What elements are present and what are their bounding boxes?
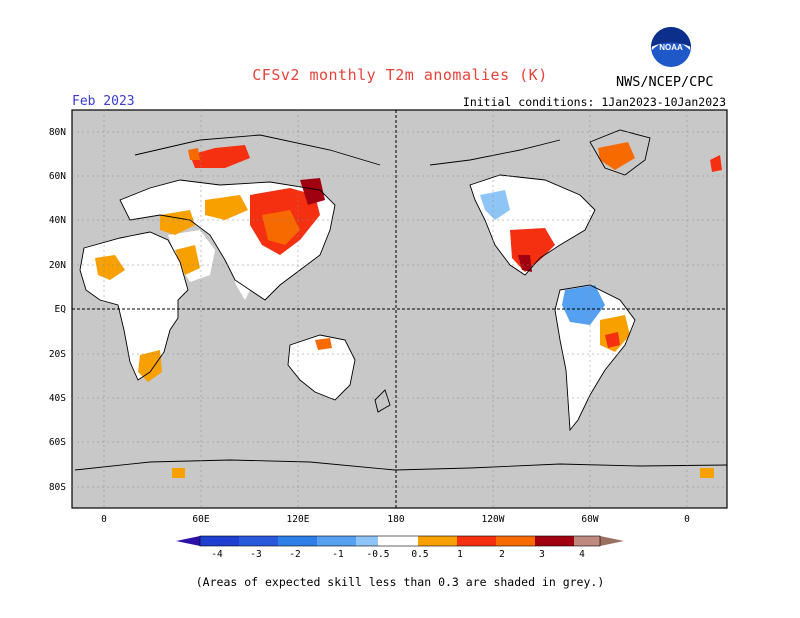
- colorbar-cell: [378, 536, 418, 546]
- noaa-logo-icon: NOAA: [651, 27, 691, 67]
- colorbar-label: -4: [211, 549, 223, 560]
- colorbar-cell: [496, 536, 535, 546]
- lon-label: 120W: [482, 514, 505, 525]
- graticule: [72, 110, 727, 508]
- latitude-labels: 80N 60N 40N 20N EQ 20S 40S 60S 80S: [49, 127, 66, 493]
- lon-label: 180: [387, 514, 404, 525]
- colorbar-label: -2: [289, 549, 300, 560]
- lon-label: 60E: [192, 514, 209, 525]
- agency-label: NWS/NCEP/CPC: [616, 74, 714, 90]
- colorbar-label: -1: [332, 549, 344, 560]
- colorbar-cell: [535, 536, 574, 546]
- lat-label: 80S: [49, 482, 66, 493]
- forecast-month: Feb 2023: [72, 94, 135, 109]
- lon-label: 60W: [581, 514, 598, 525]
- lat-label: 40S: [49, 393, 66, 404]
- colorbar-cell: [356, 536, 378, 546]
- colorbar-label: 1: [457, 549, 463, 560]
- colorbar-cell: [457, 536, 496, 546]
- colorbar-cell: [176, 536, 200, 546]
- colorbar-cell: [317, 536, 356, 546]
- colorbar-label: 2: [499, 549, 505, 560]
- noaa-logo-text: NOAA: [659, 43, 683, 52]
- colorbar-cell: [239, 536, 278, 546]
- colorbar-cell: [574, 536, 600, 546]
- chart-title: CFSv2 monthly T2m anomalies (K): [252, 66, 548, 84]
- colorbar-cell: [418, 536, 457, 546]
- lat-label: 60S: [49, 437, 66, 448]
- initial-conditions: Initial conditions: 1Jan2023-10Jan2023: [462, 95, 726, 109]
- colorbar-label: 0.5: [411, 549, 428, 560]
- lat-label: 20S: [49, 349, 66, 360]
- colorbar-cell: [278, 536, 317, 546]
- colorbar: -4 -3 -2 -1 -0.5 0.5 1 2 3 4: [176, 535, 624, 560]
- lat-label: 20N: [49, 260, 66, 271]
- longitude-labels: 0 60E 120E 180 120W 60W 0: [101, 514, 690, 525]
- anomaly-patches: [95, 142, 722, 478]
- lon-label: 0: [101, 514, 107, 525]
- colorbar-outline: [199, 535, 601, 547]
- lon-label: 120E: [287, 514, 310, 525]
- lat-label: 40N: [49, 215, 66, 226]
- coastlines: [74, 129, 728, 471]
- lat-label: EQ: [55, 304, 67, 315]
- lon-label: 0: [684, 514, 690, 525]
- colorbar-label: -0.5: [367, 549, 390, 560]
- lat-label: 80N: [49, 127, 66, 138]
- colorbar-label: 4: [579, 549, 585, 560]
- colorbar-label: -3: [250, 549, 261, 560]
- colorbar-cell: [600, 536, 624, 546]
- lat-label: 60N: [49, 171, 66, 182]
- footnote: (Areas of expected skill less than 0.3 a…: [195, 575, 605, 589]
- colorbar-label: 3: [539, 549, 545, 560]
- colorbar-cell: [200, 536, 239, 546]
